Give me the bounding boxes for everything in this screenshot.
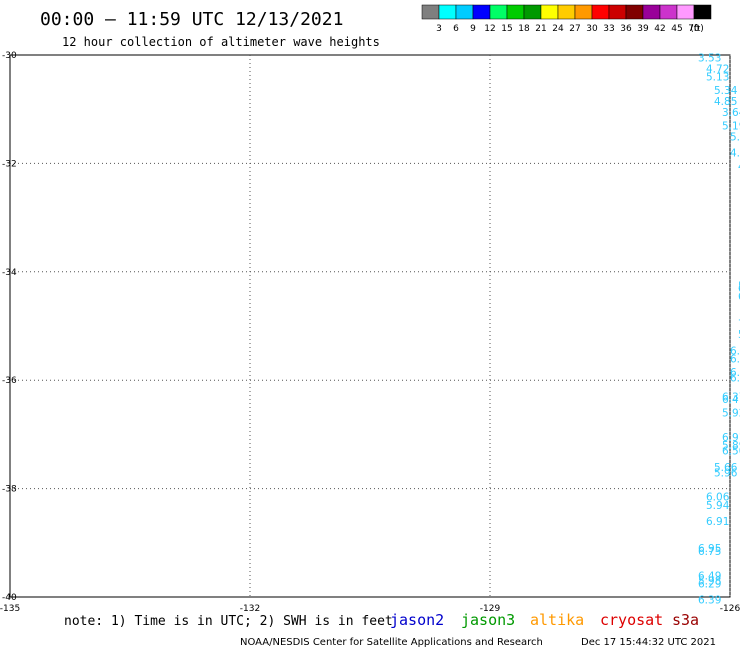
color-swatch	[574, 4, 593, 20]
color-scale-label: 15	[501, 24, 512, 34]
color-scale-label: 39	[637, 24, 649, 34]
color-scale-label: 30	[586, 24, 598, 34]
legend-jason3: jason3	[461, 611, 515, 629]
swh-value: 6.14	[738, 291, 740, 303]
swh-value: 6.49	[698, 570, 721, 582]
x-tick-label: -129	[480, 604, 501, 614]
swh-value: 5.13	[706, 72, 729, 84]
color-scale-label: 42	[654, 24, 665, 34]
color-swatch	[438, 4, 457, 20]
legend-s3a: s3a	[672, 611, 699, 629]
y-tick-label: -32	[2, 159, 17, 169]
y-tick-label: -34	[2, 268, 17, 278]
footer-note: note: 1) Time is in UTC; 2) SWH is in fe…	[64, 614, 393, 629]
swh-value: 5.22	[730, 131, 740, 143]
color-scale-label: 18	[518, 24, 530, 34]
swh-value: 5.89	[722, 440, 740, 452]
swh-value: 6.47	[730, 345, 740, 357]
x-tick-label: -135	[0, 604, 20, 614]
color-scale-label: 24	[552, 24, 564, 34]
swh-value: 6.50	[722, 446, 740, 458]
swh-value: 5.92	[722, 408, 740, 420]
color-scale-unit: (ft)	[690, 24, 704, 34]
x-tick-label: -126	[720, 604, 740, 614]
chart-subtitle: 12 hour collection of altimeter wave hei…	[62, 35, 380, 49]
swh-value: 5.94	[706, 500, 730, 512]
swh-value: 3.53	[698, 53, 721, 65]
color-swatch	[659, 4, 678, 20]
swh-value: 6.78	[730, 367, 740, 379]
color-swatch	[421, 4, 440, 20]
y-tick-label: -36	[2, 376, 17, 386]
legend-altika: altika	[530, 611, 584, 629]
y-tick-label: -38	[2, 485, 17, 495]
color-scale-label: 45	[671, 24, 682, 34]
swh-value: 6.75	[698, 546, 721, 558]
color-swatch	[506, 4, 525, 20]
chart-title: 00:00 – 11:59 UTC 12/13/2021	[40, 9, 343, 30]
color-scale-label: 27	[569, 24, 580, 34]
swh-value: 6.37	[722, 391, 740, 403]
color-swatch	[642, 4, 661, 20]
color-scale-label: 36	[620, 24, 632, 34]
swh-value: 5.66	[714, 462, 738, 474]
swh-value: 5.80	[738, 329, 740, 341]
color-swatch	[523, 4, 542, 20]
color-scale-label: 6	[453, 24, 459, 34]
color-scale-label: 9	[470, 24, 476, 34]
credit-right: Dec 17 15:44:32 UTC 2021	[581, 637, 716, 648]
swh-value: 6.35	[738, 283, 740, 295]
swh-value: 6.41	[722, 394, 740, 406]
swh-value: 6.91	[722, 432, 740, 444]
swh-value: 5.98	[698, 576, 721, 588]
color-swatch	[625, 4, 644, 20]
swh-value: 6.81	[730, 354, 740, 366]
swh-value: 4.85	[714, 96, 737, 108]
x-tick-label: -132	[240, 604, 260, 614]
color-swatch	[455, 4, 474, 20]
legend-jason2: jason2	[390, 611, 444, 629]
color-swatch	[676, 4, 695, 20]
y-tick-label: -40	[2, 593, 17, 603]
credit-left: NOAA/NESDIS Center for Satellite Applica…	[240, 637, 543, 648]
swh-value: 6.95	[698, 543, 721, 555]
satellite-legend: jason2 jason3 altika cryosat s3a	[390, 611, 699, 629]
swh-value: 6.91	[706, 516, 729, 528]
color-swatch	[489, 4, 508, 20]
color-swatch	[608, 4, 627, 20]
swh-value: 4.79	[730, 148, 740, 160]
swh-value: 5.89	[738, 280, 740, 292]
color-scale-label: 12	[484, 24, 495, 34]
swh-value: 3.64	[722, 107, 740, 119]
color-swatch	[540, 4, 559, 20]
color-swatch	[591, 4, 610, 20]
swh-labels: 3.534.354.725.134.325.345.014.855.184.78…	[698, 53, 740, 607]
swh-value: 5.34	[714, 85, 738, 97]
color-scale-label: 21	[535, 24, 546, 34]
swh-value: 5.96	[714, 467, 738, 479]
color-scale-label: 70	[688, 24, 700, 34]
color-scale-label: 3	[436, 24, 442, 34]
swh-value: 4.63	[738, 161, 740, 173]
plot-area	[9, 54, 731, 598]
axis-ticks: -135-132-129-126-123-120-30-32-34-36-38-…	[0, 51, 740, 614]
swh-value: 6.10	[730, 372, 740, 384]
swh-value: 6.39	[698, 595, 721, 607]
swh-value: 7.46	[738, 318, 740, 330]
y-tick-label: -30	[2, 51, 17, 61]
grid-lines	[10, 55, 731, 597]
legend-cryosat: cryosat	[600, 611, 663, 629]
color-swatch	[693, 4, 712, 20]
swh-value: 4.72	[706, 64, 729, 76]
swh-value: 6.06	[706, 492, 730, 504]
color-swatch	[557, 4, 576, 20]
color-scale-bar: 3 6 9 12 15 18 21 24 27 30 33 36 39 42 45 70(ft)	[421, 4, 712, 34]
color-swatch	[472, 4, 491, 20]
swh-value: 6.29	[698, 578, 721, 590]
swh-value: 5.19	[722, 120, 740, 132]
color-scale-label: 33	[603, 24, 614, 34]
